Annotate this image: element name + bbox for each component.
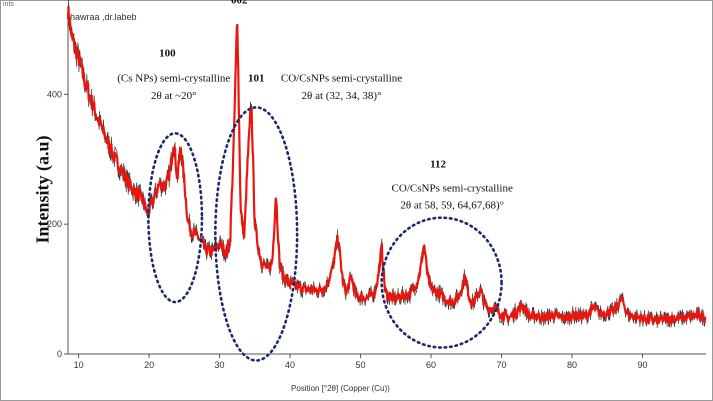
peak-region-ellipse-3 <box>380 216 503 349</box>
x-axis-label: Position [°2θ] (Copper (Cu)) <box>291 384 390 393</box>
x-tick-label: 30 <box>215 360 225 370</box>
x-tick-label: 50 <box>356 360 366 370</box>
x-tick-label: 40 <box>285 360 295 370</box>
corner-label: ints <box>3 1 14 8</box>
y-tick-label: 400 <box>47 89 62 99</box>
y-tick-label: 0 <box>57 349 62 359</box>
annotation-6: CO/CsNPs semi-crystalline <box>281 72 402 84</box>
x-tick-label: 90 <box>638 360 648 370</box>
annotation-1: 002 <box>231 0 248 7</box>
annotation-2: 100 <box>159 48 176 60</box>
x-tick-label: 60 <box>426 360 436 370</box>
x-tick-label: 70 <box>497 360 507 370</box>
legend-label: hawraa ,dr.labeb <box>70 12 137 22</box>
x-tick-label: 10 <box>74 360 84 370</box>
annotation-4: 2θ at ~20° <box>151 90 197 102</box>
series-line <box>66 6 707 328</box>
x-tick-label: 20 <box>144 360 154 370</box>
annotation-5: 101 <box>248 72 265 84</box>
annotation-3: (Cs NPs) semi-crystalline <box>117 72 230 84</box>
annotation-10: 2θ at 58, 59, 64,67,68)° <box>400 200 504 212</box>
y-tick-label: 200 <box>47 219 62 229</box>
peak-region-ellipse-1 <box>147 132 204 304</box>
peak-region-ellipse-2 <box>214 106 299 362</box>
annotation-9: CO/CsNPs semi-crystalline <box>392 183 513 195</box>
annotation-8: 112 <box>430 159 446 171</box>
x-tick-label: 80 <box>567 360 577 370</box>
annotation-7: 2θ at (32, 34, 38)° <box>302 90 382 102</box>
